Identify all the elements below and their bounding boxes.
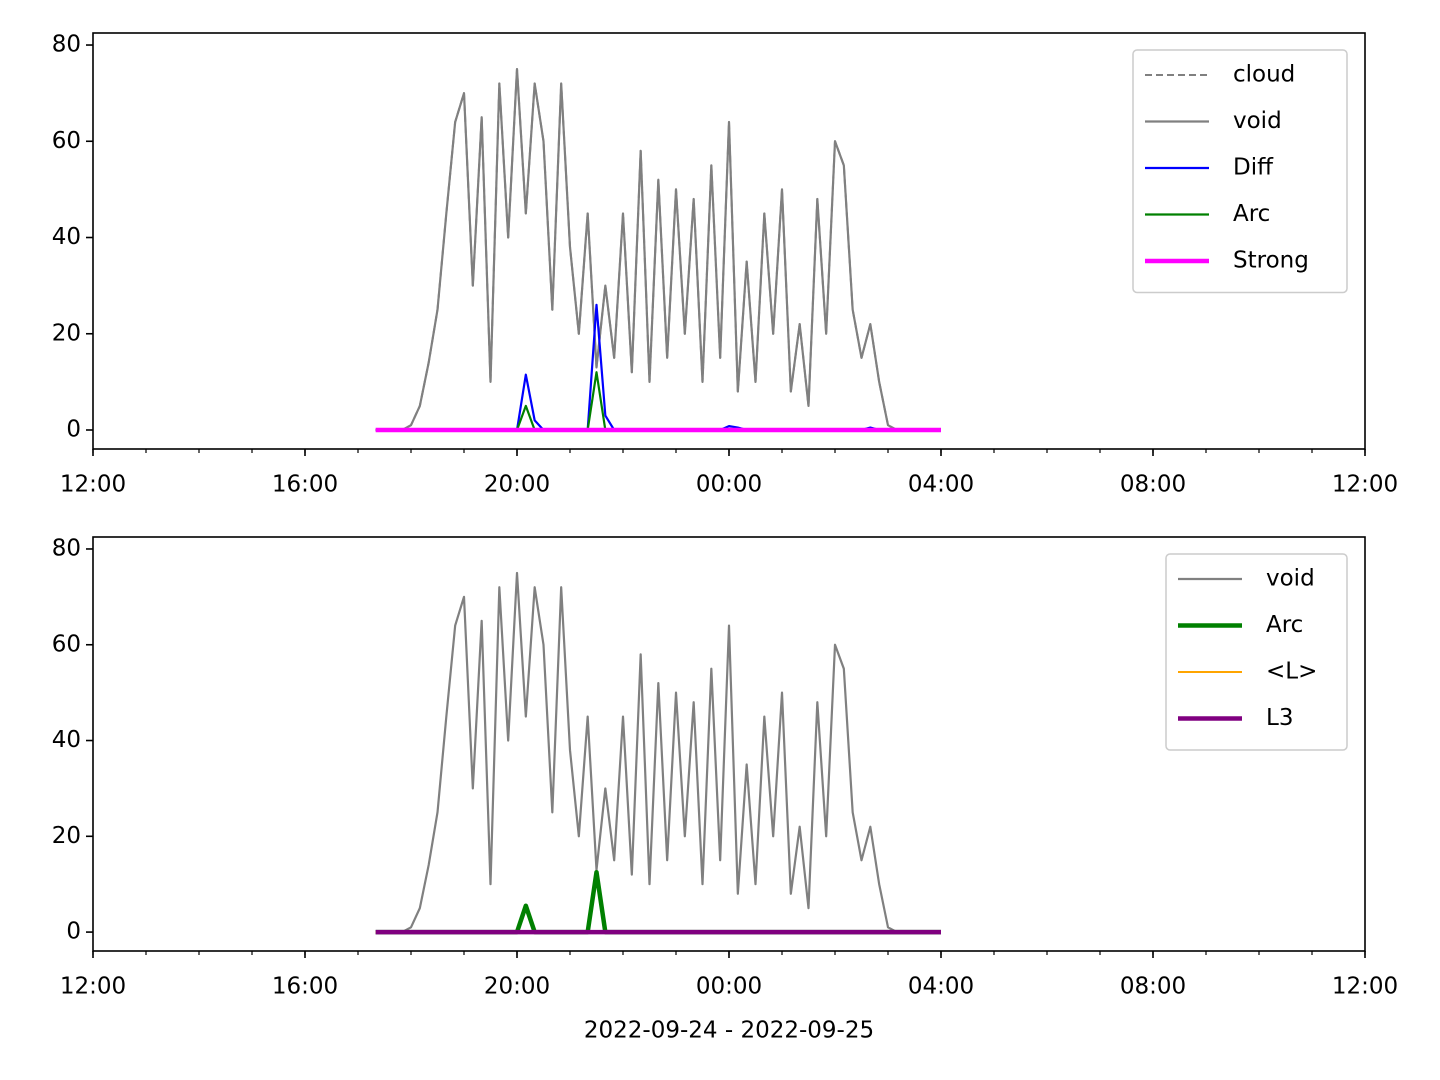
x-tick-label: 16:00	[272, 974, 338, 1000]
y-tick-label: 60	[52, 128, 81, 154]
legend-label: Arc	[1233, 201, 1270, 227]
x-tick-label: 12:00	[60, 472, 126, 498]
y-tick-label: 20	[52, 320, 81, 346]
legend-box	[1165, 553, 1348, 751]
series-line	[375, 371, 941, 432]
series-line	[375, 869, 941, 935]
legend-label: void	[1233, 108, 1282, 134]
y-tick-label: 80	[52, 32, 81, 58]
legend-label: void	[1266, 566, 1315, 592]
plot-area	[375, 571, 941, 935]
y-tick-label: 0	[66, 416, 81, 442]
x-axis-label: 2022-09-24 - 2022-09-25	[584, 1018, 874, 1044]
legend-box	[1132, 49, 1348, 294]
legend-label: Diff	[1233, 155, 1274, 181]
y-tick-label: 40	[52, 224, 81, 250]
x-tick-label: 08:00	[1120, 472, 1186, 498]
series-line	[375, 67, 941, 432]
legend-label: <L>	[1266, 659, 1317, 685]
x-tick-label: 00:00	[696, 472, 762, 498]
legend-label: L3	[1266, 705, 1293, 731]
x-tick-label: 20:00	[484, 472, 550, 498]
y-tick-label: 40	[52, 727, 81, 753]
series-line	[375, 571, 941, 934]
x-tick-label: 12:00	[1332, 974, 1398, 1000]
x-tick-label: 08:00	[1120, 974, 1186, 1000]
x-tick-label: 12:00	[1332, 472, 1398, 498]
legend-label: Strong	[1233, 248, 1309, 274]
legend-label: Arc	[1266, 612, 1303, 638]
x-tick-label: 00:00	[696, 974, 762, 1000]
y-tick-label: 20	[52, 823, 81, 849]
x-tick-label: 16:00	[272, 472, 338, 498]
y-tick-label: 80	[52, 535, 81, 561]
y-tick-label: 60	[52, 631, 81, 657]
x-tick-label: 20:00	[484, 974, 550, 1000]
plot-area	[375, 67, 941, 433]
series-line	[375, 68, 941, 431]
legend-label: cloud	[1233, 62, 1295, 88]
x-tick-label: 12:00	[60, 974, 126, 1000]
y-tick-label: 0	[66, 919, 81, 945]
x-tick-label: 04:00	[908, 974, 974, 1000]
x-tick-label: 04:00	[908, 472, 974, 498]
